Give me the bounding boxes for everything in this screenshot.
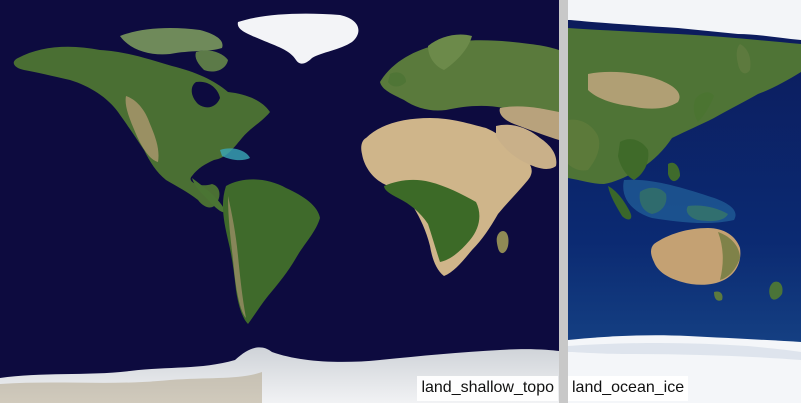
tibet-gobi	[588, 71, 680, 109]
british-isles	[388, 72, 406, 87]
central-africa-forest	[384, 179, 480, 262]
arctic-islands-2	[195, 50, 228, 72]
australia	[651, 228, 741, 285]
world-map-ocean-ice	[568, 0, 801, 403]
australia-east	[718, 232, 740, 280]
madagascar	[496, 230, 509, 254]
arctic-ice	[568, 0, 801, 40]
antarctica-shading	[0, 372, 262, 403]
ice-shelf-shadow	[568, 343, 801, 360]
left-map-panel[interactable]: land_shallow_topo	[0, 0, 559, 403]
central-america	[192, 178, 226, 213]
japan	[693, 92, 714, 122]
scandinavia	[428, 34, 472, 70]
greenland	[237, 13, 359, 64]
tasmania	[714, 291, 723, 301]
philippines	[668, 162, 680, 182]
andes	[228, 196, 246, 318]
map-caption: land_ocean_ice	[568, 376, 689, 401]
hudson-bay	[191, 81, 220, 108]
arctic-islands	[120, 28, 223, 55]
shallow-reefs	[623, 179, 736, 224]
india	[568, 119, 600, 171]
arabia	[496, 124, 557, 169]
panel-divider[interactable]	[559, 0, 568, 403]
south-america	[222, 179, 320, 324]
world-map-shallow-topo	[0, 0, 559, 403]
middle-east	[499, 106, 559, 140]
map-caption: land_shallow_topo	[417, 376, 558, 401]
caribbean-islands	[220, 148, 250, 161]
kamchatka	[736, 44, 751, 74]
sumatra-java	[608, 186, 632, 220]
new-zealand	[769, 281, 783, 300]
right-map-panel[interactable]: land_ocean_ice	[568, 0, 801, 403]
southeast-asia	[618, 139, 649, 180]
europe	[380, 40, 559, 120]
rocky-mountains	[125, 96, 159, 162]
